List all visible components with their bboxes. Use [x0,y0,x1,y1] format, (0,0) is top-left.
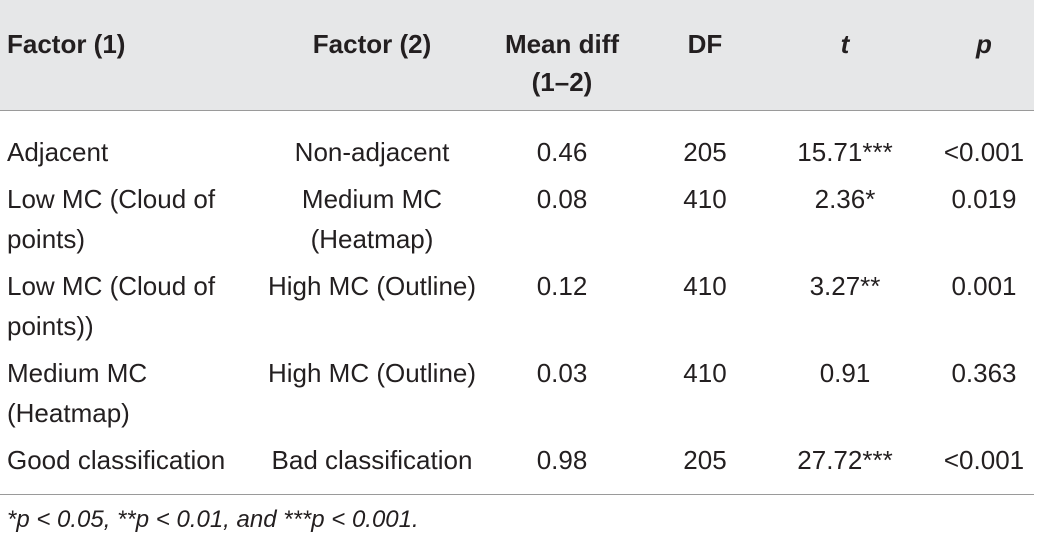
header-mean-diff-sub: (1–2) [531,67,593,97]
row4-factor1-cont: (Heatmap) [7,398,130,428]
row3-mean-diff: 0.12 [536,271,588,301]
row2-factor2: Medium MC [301,184,443,214]
row2-t: 2.36* [814,184,876,214]
row1-factor1: Adjacent [7,137,109,167]
row1-p: <0.001 [943,137,1025,167]
row1-df: 205 [683,137,727,167]
header-factor1: Factor (1) [7,29,126,59]
row4-mean-diff: 0.03 [536,358,588,388]
row1-t: 15.71*** [797,137,893,167]
row2-mean-diff: 0.08 [536,184,588,214]
row5-factor2: Bad classification [271,445,473,475]
header-t: t [840,29,850,59]
row2-df: 410 [683,184,727,214]
row3-df: 410 [683,271,727,301]
row1-factor2: Non-adjacent [294,137,450,167]
row3-p: 0.001 [951,271,1017,301]
row4-t: 0.91 [819,358,871,388]
row3-factor2: High MC (Outline) [267,271,477,301]
row4-p: 0.363 [951,358,1017,388]
row4-df: 410 [683,358,727,388]
row5-df: 205 [683,445,727,475]
row2-p: 0.019 [951,184,1017,214]
header-factor2: Factor (2) [312,29,432,59]
row2-factor2-cont: (Heatmap) [310,224,434,254]
header-p: p [976,29,992,59]
header-mean-diff: Mean diff [504,29,620,59]
row5-mean-diff: 0.98 [536,445,588,475]
row4-factor2: High MC (Outline) [267,358,477,388]
bottom-rule [0,494,1034,495]
table-header-band [0,0,1034,110]
row1-mean-diff: 0.46 [536,137,588,167]
row5-t: 27.72*** [797,445,893,475]
row2-factor1-cont: points) [7,224,86,254]
row2-factor1: Low MC (Cloud of [7,184,216,214]
header-rule [0,110,1034,111]
row5-factor1: Good classification [7,445,226,475]
row3-factor1-cont: points)) [7,311,94,341]
header-df: DF [687,29,723,59]
table-footnote: *p < 0.05, **p < 0.01, and ***p < 0.001. [7,506,419,533]
row3-factor1: Low MC (Cloud of [7,271,216,301]
row4-factor1: Medium MC [7,358,148,388]
row3-t: 3.27** [809,271,881,301]
row5-p: <0.001 [943,445,1025,475]
